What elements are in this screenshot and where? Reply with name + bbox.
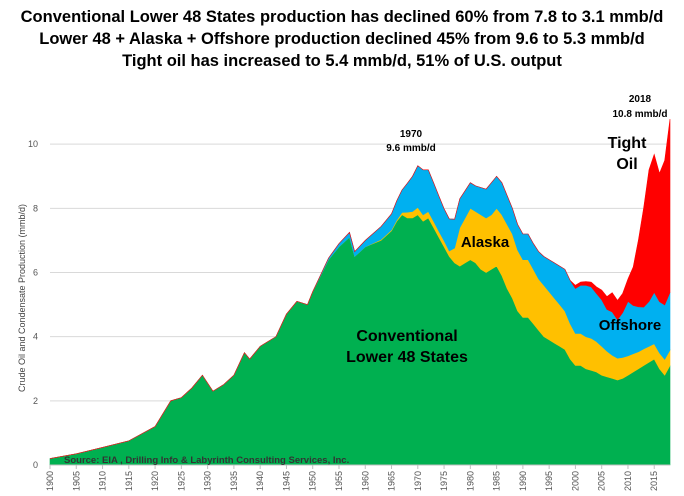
- latest-year-label: 2018: [629, 94, 652, 105]
- axes: 0 2 4 6 8 10 1900 1905 1910 1915 1920 1925 1930 1935 1…: [28, 139, 670, 491]
- x-tick-label: 1915: [124, 471, 134, 491]
- x-tick-label: 1975: [439, 471, 449, 491]
- x-tick-label: 1935: [229, 471, 239, 491]
- x-tick-label: 1950: [308, 471, 318, 491]
- y-axis-label: Crude Oil and Condensate Production (mmb…: [17, 204, 27, 392]
- x-tick-label: 1945: [281, 471, 291, 491]
- x-tick-label: 2000: [570, 471, 580, 491]
- x-tick-label: 1920: [150, 471, 160, 491]
- latest-value-label: 10.8 mmb/d: [612, 109, 667, 120]
- peak-value-label: 9.6 mmb/d: [386, 143, 435, 154]
- x-tick-label: 1960: [360, 471, 370, 491]
- x-tick-label: 1955: [334, 471, 344, 491]
- x-tick-label: 1985: [492, 471, 502, 491]
- tight-oil-area: [49, 119, 671, 459]
- x-tick-label: 1940: [255, 471, 265, 491]
- chart-title-line-3: Tight oil has increased to 5.4 mmb/d, 51…: [122, 52, 562, 70]
- x-tick-label: 1925: [176, 471, 186, 491]
- x-tick-label: 1980: [465, 471, 475, 491]
- conventional-label-line-1: Conventional: [356, 328, 457, 345]
- chart-title-line-2: Lower 48 + Alaska + Offshore production …: [39, 30, 645, 48]
- y-tick-label: 2: [33, 396, 38, 406]
- y-tick-label: 4: [33, 332, 38, 342]
- y-tick-label: 10: [28, 139, 38, 149]
- chart-title-block: Conventional Lower 48 States production …: [0, 6, 684, 72]
- x-tick-label: 2010: [623, 471, 633, 491]
- y-tick-label: 6: [33, 268, 38, 278]
- x-tick-label: 1900: [45, 471, 55, 491]
- x-tick-label: 1990: [518, 471, 528, 491]
- x-tick-label: 1905: [71, 471, 81, 491]
- tight-oil-label-line-1: Tight: [608, 135, 647, 152]
- x-tick-label: 1965: [387, 471, 397, 491]
- x-tick-label: 2005: [597, 471, 607, 491]
- x-tick-label: 2015: [649, 471, 659, 491]
- x-tick-label: 1930: [203, 471, 213, 491]
- x-tick-label: 1970: [413, 471, 423, 491]
- x-tick-label: 1910: [98, 471, 108, 491]
- series-areas: [49, 119, 671, 466]
- offshore-label: Offshore: [599, 317, 662, 334]
- conventional-label-line-2: Lower 48 States: [346, 349, 468, 366]
- alaska-label: Alaska: [461, 234, 510, 251]
- x-tick-label: 1995: [544, 471, 554, 491]
- tight-oil-label-line-2: Oil: [616, 156, 637, 173]
- chart-title-line-1: Conventional Lower 48 States production …: [20, 8, 664, 26]
- source-note: Source: EIA , Drilling Info & Labyrinth …: [64, 455, 349, 466]
- y-tick-label: 0: [33, 460, 38, 470]
- y-tick-label: 8: [33, 203, 38, 213]
- peak-year-label: 1970: [400, 129, 423, 140]
